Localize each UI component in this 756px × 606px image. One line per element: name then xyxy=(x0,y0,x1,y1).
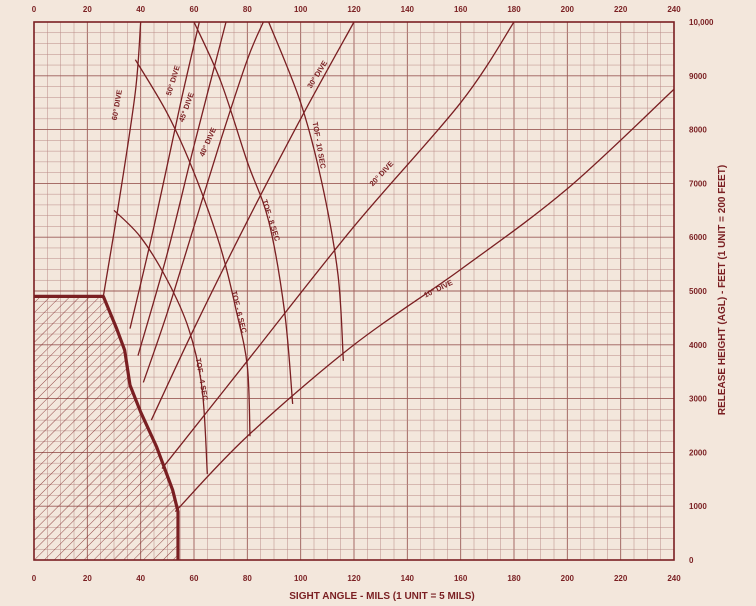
x-tick-label-bottom: 160 xyxy=(454,574,468,583)
series-line-10-dive xyxy=(174,88,675,513)
x-tick-label-top: 240 xyxy=(667,5,681,14)
x-tick-label-bottom: 180 xyxy=(507,574,521,583)
y-tick-label: 9000 xyxy=(689,72,707,81)
y-tick-label: 5000 xyxy=(689,287,707,296)
x-tick-label-top: 40 xyxy=(136,5,145,14)
x-tick-label-top: 140 xyxy=(401,5,415,14)
y-tick-label: 10,000 xyxy=(689,18,714,27)
series-label-10-dive: 10° DIVE xyxy=(422,278,454,300)
series-label-50-dive: 50° DIVE xyxy=(164,64,182,96)
x-tick-label-bottom: 220 xyxy=(614,574,628,583)
restricted-area-region xyxy=(34,294,180,560)
x-tick-label-bottom: 40 xyxy=(136,574,145,583)
restricted-area-boundary xyxy=(34,294,180,560)
x-tick-label-top: 180 xyxy=(507,5,521,14)
series-line-40-dive xyxy=(142,21,264,383)
y-tick-label: 8000 xyxy=(689,126,707,135)
y-tick-label: 0 xyxy=(689,556,694,565)
series-line-tof-4-sec xyxy=(113,209,208,474)
restricted-area-hatch xyxy=(34,296,178,560)
x-tick-label-top: 0 xyxy=(32,5,37,14)
x-tick-label-bottom: 80 xyxy=(243,574,252,583)
x-tick-label-top: 20 xyxy=(83,5,92,14)
series-line-60-dive xyxy=(102,21,142,297)
x-tick-label-top: 100 xyxy=(294,5,308,14)
series-label-40-dive: 40° DIVE xyxy=(197,126,218,158)
x-tick-label-bottom: 140 xyxy=(401,574,415,583)
y-axis-title: RELEASE HEIGHT (AGL) - FEET (1 UNIT = 20… xyxy=(717,165,728,415)
tick-labels: 0 0 20 20 40 40 60 60 80 80 100 100 120 120 140 140 160 1… xyxy=(32,5,714,583)
x-tick-label-top: 220 xyxy=(614,5,628,14)
x-tick-label-top: 80 xyxy=(243,5,252,14)
x-tick-label-top: 120 xyxy=(347,5,361,14)
x-tick-label-bottom: 0 xyxy=(32,574,37,583)
series-label-tof-6-sec: TOF - 6 SEC xyxy=(230,290,249,335)
x-tick-label-bottom: 120 xyxy=(347,574,361,583)
series-line-45-dive xyxy=(137,21,227,356)
x-tick-label-bottom: 100 xyxy=(294,574,308,583)
series-line-tof-10-sec xyxy=(268,21,344,361)
x-axis-title: SIGHT ANGLE - MILS (1 UNIT = 5 MILS) xyxy=(289,591,474,602)
y-tick-label: 3000 xyxy=(689,395,707,404)
x-tick-label-bottom: 60 xyxy=(190,574,199,583)
series-line-30-dive xyxy=(150,21,355,421)
y-tick-label: 4000 xyxy=(689,341,707,350)
series-line-20-dive xyxy=(161,21,515,469)
y-tick-label: 7000 xyxy=(689,179,707,188)
series-line-50-dive xyxy=(129,21,200,329)
x-tick-label-top: 200 xyxy=(561,5,575,14)
y-tick-label: 2000 xyxy=(689,448,707,457)
x-tick-label-bottom: 240 xyxy=(667,574,681,583)
series-line-tof-6-sec xyxy=(134,59,251,437)
y-tick-label: 1000 xyxy=(689,502,707,511)
x-tick-label-top: 60 xyxy=(190,5,199,14)
y-tick-label: 6000 xyxy=(689,233,707,242)
x-tick-label-top: 160 xyxy=(454,5,468,14)
x-tick-label-bottom: 200 xyxy=(561,574,575,583)
series-line-tof-8-sec xyxy=(193,21,294,405)
series-label-60-dive: 60° DIVE xyxy=(110,89,124,121)
series-label-tof-4-sec: TOF - 4 SEC xyxy=(194,357,210,402)
x-tick-label-bottom: 20 xyxy=(83,574,92,583)
